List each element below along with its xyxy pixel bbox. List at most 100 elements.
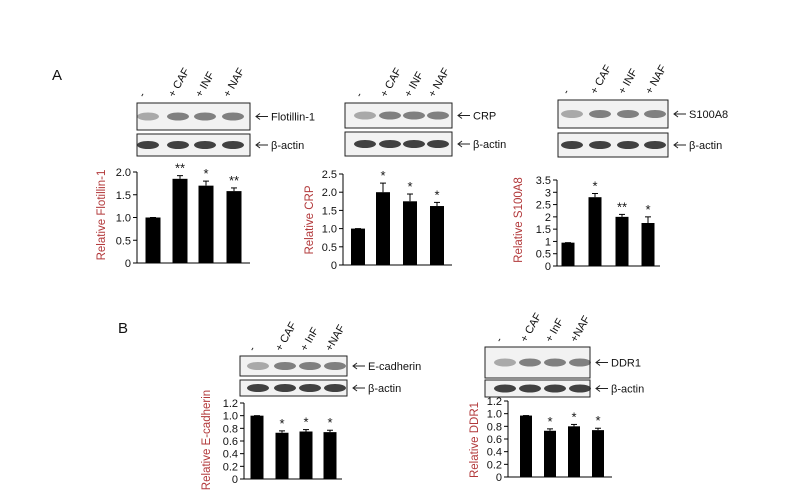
bar <box>568 426 580 477</box>
y-tick-label: 1.2 <box>487 396 502 408</box>
y-tick-label: 3.5 <box>536 175 551 187</box>
y-axis-label: Relative DDR1 <box>469 402 481 478</box>
blot-band <box>324 384 346 392</box>
bar <box>561 242 575 266</box>
significance: * <box>547 414 552 429</box>
blot-band <box>494 384 516 393</box>
bar <box>323 432 337 479</box>
bar <box>592 430 604 477</box>
y-tick-label: 1.0 <box>487 409 502 421</box>
y-tick-label: 2.0 <box>322 187 337 199</box>
y-tick-label: 0 <box>232 474 238 486</box>
blot-label: β-actin <box>271 140 304 152</box>
blot-band <box>299 384 321 392</box>
y-tick-label: 1.5 <box>322 205 337 217</box>
significance: * <box>571 409 576 424</box>
y-tick-label: 1.0 <box>116 213 131 225</box>
lane-label: - <box>136 90 148 99</box>
significance: * <box>303 415 308 430</box>
y-axis-label: Relative CRP <box>304 185 316 254</box>
blot-band <box>519 358 541 367</box>
panel-label: A <box>52 67 62 84</box>
blot-label: S100A8 <box>689 109 728 121</box>
blot-band <box>222 141 244 149</box>
y-tick-label: 0.6 <box>223 436 238 448</box>
bar <box>351 228 365 265</box>
significance: ** <box>175 161 185 176</box>
lane-label: - <box>246 344 258 353</box>
blot-band <box>354 111 376 120</box>
y-tick-label: 0.2 <box>223 461 238 473</box>
y-axis-label: Relative E-cadherin <box>201 390 213 490</box>
arrow-head <box>673 110 679 118</box>
y-tick-label: 1.5 <box>536 224 551 236</box>
bar <box>145 217 161 263</box>
blot-band <box>354 140 376 148</box>
bar <box>226 191 242 263</box>
significance: * <box>592 179 597 194</box>
significance: * <box>434 187 439 202</box>
y-tick-label: 2.0 <box>116 167 131 179</box>
y-tick-label: 0.8 <box>487 421 502 433</box>
blot-label: Flotillin-1 <box>271 112 315 124</box>
arrow-head <box>457 112 463 119</box>
blot-band <box>299 362 321 370</box>
significance: * <box>203 166 208 181</box>
y-tick-label: 0.4 <box>487 447 502 459</box>
blot-band <box>644 110 666 118</box>
blot-band <box>403 140 425 148</box>
lane-label: - <box>353 90 365 99</box>
significance: * <box>645 202 650 217</box>
blot-band <box>561 141 583 149</box>
bar <box>544 430 556 477</box>
arrow-head <box>255 141 261 149</box>
bar <box>641 223 655 266</box>
bar <box>376 192 390 265</box>
blot-band <box>569 358 591 367</box>
lane-label: - <box>493 335 505 344</box>
bar <box>520 415 532 477</box>
blot-band <box>247 384 269 392</box>
y-tick-label: 1.5 <box>116 190 131 202</box>
blot-band <box>544 384 566 393</box>
blot-band <box>617 110 639 118</box>
y-tick-label: 3 <box>545 187 551 199</box>
bar <box>588 197 602 266</box>
y-tick-label: 1.0 <box>223 411 238 423</box>
panel-label: B <box>118 320 128 337</box>
significance: * <box>380 168 385 183</box>
bar <box>198 185 214 263</box>
arrow-head <box>673 141 679 149</box>
y-axis-label: Relative S100A8 <box>513 177 525 263</box>
blot-band <box>137 141 159 149</box>
y-tick-label: 0.5 <box>116 235 131 247</box>
y-tick-label: 0.8 <box>223 423 238 435</box>
significance: * <box>595 413 600 428</box>
blot-label: β-actin <box>689 140 722 152</box>
blot-band <box>403 111 425 120</box>
significance: ** <box>229 173 239 188</box>
bar <box>430 206 444 265</box>
y-tick-label: 1 <box>545 236 551 248</box>
blot-band <box>167 112 189 121</box>
blot-band <box>589 110 611 118</box>
arrow-head <box>595 359 601 366</box>
y-tick-label: 0.5 <box>322 242 337 254</box>
arrow-head <box>255 113 261 120</box>
blot-band <box>324 362 346 370</box>
blot-band <box>222 112 244 121</box>
significance: * <box>279 416 284 431</box>
blot-band <box>137 112 159 121</box>
blot-band <box>494 358 516 367</box>
y-tick-label: 1.0 <box>322 224 337 236</box>
blot-band <box>427 140 449 148</box>
y-tick-label: 0.4 <box>223 449 238 461</box>
y-tick-label: 0 <box>496 472 502 484</box>
y-tick-label: 2 <box>545 212 551 224</box>
blot-band <box>544 358 566 367</box>
blot-label: CRP <box>473 111 496 123</box>
significance: * <box>327 415 332 430</box>
arrow-head <box>352 384 358 392</box>
blot-band <box>379 140 401 148</box>
